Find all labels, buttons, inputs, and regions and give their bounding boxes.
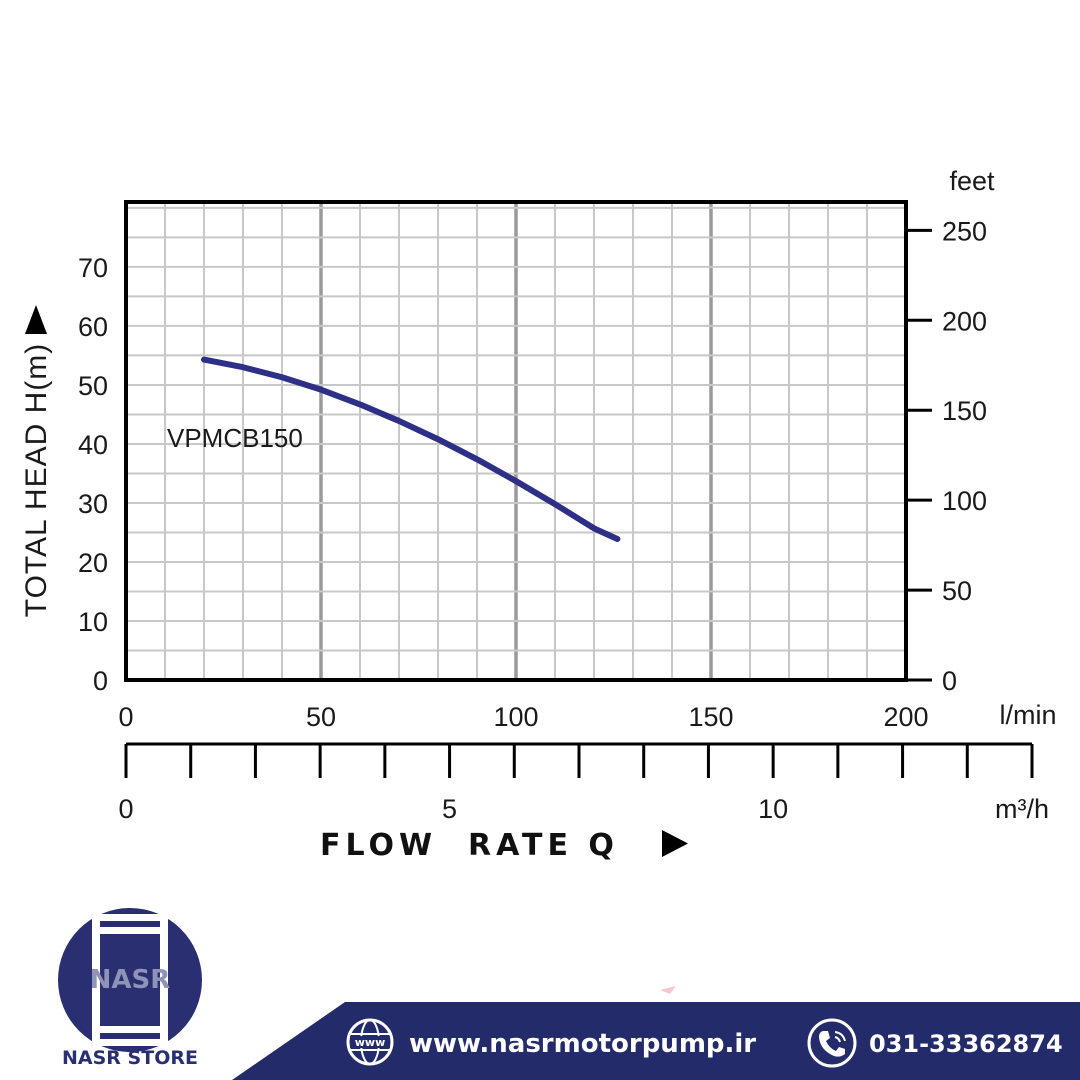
y-tick-label: 40 [78,430,108,460]
x-axis-arrow-icon [662,830,688,857]
x-tick-label: 100 [493,702,538,732]
x2-tick-label: 5 [442,794,457,824]
series-layer: VPMCB150 [167,356,621,542]
y2-tick-label: 250 [942,216,987,246]
y-tick-label: 50 [78,371,108,401]
x-axis-unit: l/min [999,700,1056,730]
x-tick-label: 50 [306,702,336,732]
x-axis-ticks: 0 50 100 150 200 [118,702,928,732]
y-tick-label: 20 [78,548,108,578]
y-axis-title: TOTAL HEAD H(m) [20,343,53,617]
logo-wordmark: NASR [90,965,171,995]
website-link[interactable]: www.nasrmotorpump.ir [409,1029,756,1059]
y2-tick-label: 100 [942,486,987,516]
series-line [201,356,621,542]
brand-label: NASR STORE [62,1047,198,1069]
y-tick-label: 70 [78,253,108,283]
y-axis-arrow-icon [25,305,47,334]
nasr-logo: NASR [58,908,202,1052]
y2-tick-label: 200 [942,306,987,336]
plot-frame [124,200,908,682]
footer-band [232,1002,1080,1080]
series-label: VPMCB150 [167,423,303,453]
grid-lines [126,202,906,680]
x2-tick-label: 10 [758,794,788,824]
y2-tick-label: 50 [942,576,972,606]
y-tick-label: 60 [78,312,108,342]
phone-icon [807,1018,857,1068]
y2-tick-label: 0 [942,666,957,696]
x2-tick-label: 0 [118,794,133,824]
x-axis-title: FLOW RATE Q [320,828,619,863]
x2-axis-unit: m³/h [995,794,1049,824]
x-tick-label: 200 [883,702,928,732]
y2-tick-label: 150 [942,396,987,426]
x-tick-label: 150 [688,702,733,732]
footer-accent-icon [660,986,676,994]
y2-axis-unit: feet [949,166,995,196]
y-tick-label: 10 [78,607,108,637]
x-tick-label: 0 [118,702,133,732]
globe-icon: www [346,1018,394,1066]
y-axis-ticks: 0 10 20 30 40 50 60 70 [78,253,108,696]
right-axis-feet: 0 50 100 150 200 250 [906,216,987,696]
globe-text: www [355,1036,386,1049]
phone-number[interactable]: 031-33362874 [869,1030,1063,1058]
secondary-x-axis: 0 5 10 [118,742,1034,824]
y-tick-label: 30 [78,489,108,519]
y-tick-label: 0 [93,666,108,696]
